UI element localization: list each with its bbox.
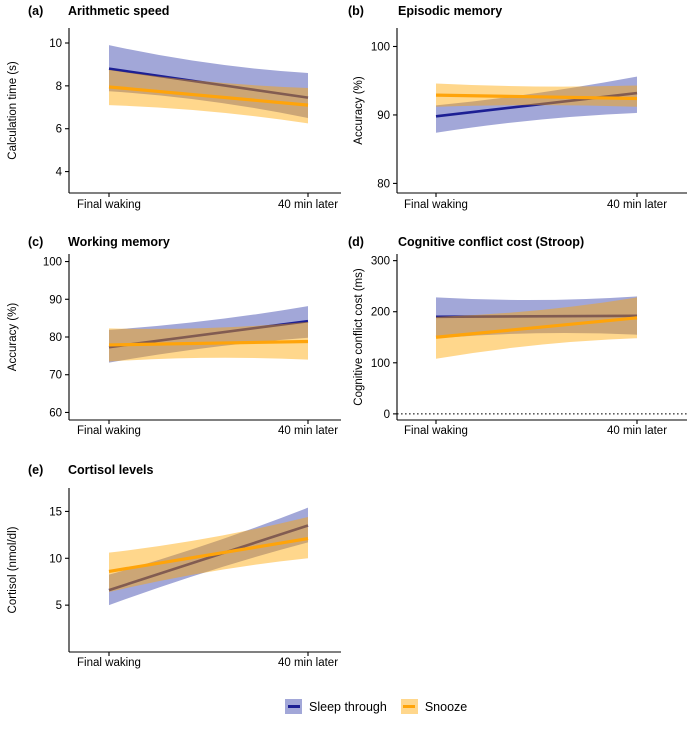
panel-e-plot: 5 10 15 Cortisol (nmol/dl) Final waking 40 mi…: [7, 488, 341, 669]
panel-a-line-sleep-through: [108, 67, 309, 99]
panel-e-label: (e): [28, 463, 44, 477]
legend-label-sleep-through: Sleep through: [309, 699, 387, 714]
panel-c-y-tick-label: 100: [43, 257, 62, 269]
panel-e-title: Cortisol levels: [68, 463, 154, 477]
panel-b-line-snooze: [435, 93, 638, 101]
legend-swatch-line-snooze: [403, 704, 416, 709]
panel-d-y-axis-title: Cognitive conflict cost (ms): [353, 268, 365, 406]
panel-a-plot: 4 6 8 10 Calculation time (s) Final waking 40 …: [7, 28, 341, 211]
panel-c-y-tick-label: 90: [49, 294, 62, 306]
panel-c-y-axis-title: Accuracy (%): [7, 303, 19, 372]
panel-d-y-tick-label: 200: [371, 307, 390, 319]
panel-d-plot: 0 100 200 300 Cognitive conflict cost (ms) Fi…: [353, 254, 687, 437]
panel-a: (a) Arithmetic speed 4 6 8 10 Calculation ti…: [0, 0, 344, 222]
legend-item-sleep-through: Sleep through: [285, 699, 387, 714]
panel-b-y-tick-label: 90: [377, 110, 390, 122]
panel-e-line-snooze: [108, 537, 309, 573]
panel-a-label: (a): [28, 4, 44, 18]
legend-label-snooze: Snooze: [424, 699, 468, 714]
legend-swatch-line-sleep-through: [287, 704, 300, 709]
panel-b-x-tick-label: Final waking: [404, 199, 468, 211]
panel-a-line-snooze: [108, 85, 309, 107]
panel-d: (d) Cognitive conflict cost (Stroop) 0 10…: [345, 222, 689, 450]
panel-d-y-tick-label: 300: [371, 256, 390, 268]
panel-b: (b) Episodic memory 80 90 100 Accuracy (%) F…: [345, 0, 689, 222]
panel-c-y-tick-label: 60: [49, 407, 62, 419]
panel-b-y-axis-title: Accuracy (%): [353, 76, 365, 145]
panel-b-plot: 80 90 100 Accuracy (%) Final waking 40 min la…: [353, 28, 687, 211]
panel-a-y-axis-title: Calculation time (s): [7, 61, 19, 160]
panel-d-line-sleep-through: [435, 314, 638, 319]
panel-d-line-snooze: [435, 316, 638, 339]
panel-c-x-tick-label: 40 min later: [278, 425, 338, 437]
panel-c-plot: 60 70 80 90 100 Accuracy (%) Final waking 40 mi…: [7, 254, 341, 437]
panel-e-y-axis-title: Cortisol (nmol/dl): [7, 526, 19, 613]
panel-e-line-sleep-through: [108, 524, 309, 592]
panel-e-y-tick-label: 10: [49, 553, 62, 565]
panel-c-y-tick-label: 80: [49, 332, 62, 344]
panel-a-y-tick-label: 6: [56, 124, 62, 136]
panel-b-y-tick-label: 100: [371, 41, 390, 53]
legend-item-snooze: Snooze: [400, 699, 468, 714]
panel-e-x-tick-label: Final waking: [77, 657, 141, 669]
panel-d-title: Cognitive conflict cost (Stroop): [398, 235, 585, 249]
panel-c-x-tick-label: Final waking: [77, 425, 141, 437]
legend-swatch-sleep-through: [285, 699, 302, 714]
panel-b-y-tick-label: 80: [377, 178, 390, 190]
panel-e-y-tick-label: 15: [49, 506, 62, 518]
panel-d-x-tick-label: 40 min later: [607, 425, 667, 437]
panel-d-y-tick-label: 0: [384, 409, 390, 421]
panel-d-label: (d): [348, 235, 364, 249]
panel-a-y-tick-label: 8: [56, 81, 62, 93]
panel-a-x-tick-label: Final waking: [77, 199, 141, 211]
panel-b-ribbon-snooze: [436, 83, 637, 107]
panel-d-x-tick-label: Final waking: [404, 425, 468, 437]
panel-d-y-tick-label: 100: [371, 358, 390, 370]
panel-b-x-tick-label: 40 min later: [607, 199, 667, 211]
panel-b-title: Episodic memory: [398, 4, 503, 18]
panel-a-y-tick-label: 10: [49, 38, 62, 50]
panel-b-label: (b): [348, 4, 364, 18]
panel-e-y-tick-label: 5: [56, 600, 62, 612]
panel-c-label: (c): [28, 235, 44, 249]
legend: Sleep through Snooze: [285, 699, 467, 714]
panel-c-title: Working memory: [68, 235, 170, 249]
panel-a-y-tick-label: 4: [56, 167, 63, 179]
legend-swatch-snooze: [400, 699, 418, 714]
panel-a-title: Arithmetic speed: [68, 4, 170, 18]
panel-c-line-snooze: [108, 339, 309, 347]
panel-e: (e) Cortisol levels 5 10 15 Cortisol (nmol/…: [0, 450, 344, 690]
panel-c: (c) Working memory 60 70 80 90 100 Accuracy (…: [0, 222, 344, 450]
panel-e-x-tick-label: 40 min later: [278, 657, 338, 669]
panel-a-x-tick-label: 40 min later: [278, 199, 338, 211]
panel-c-y-tick-label: 70: [49, 370, 62, 382]
